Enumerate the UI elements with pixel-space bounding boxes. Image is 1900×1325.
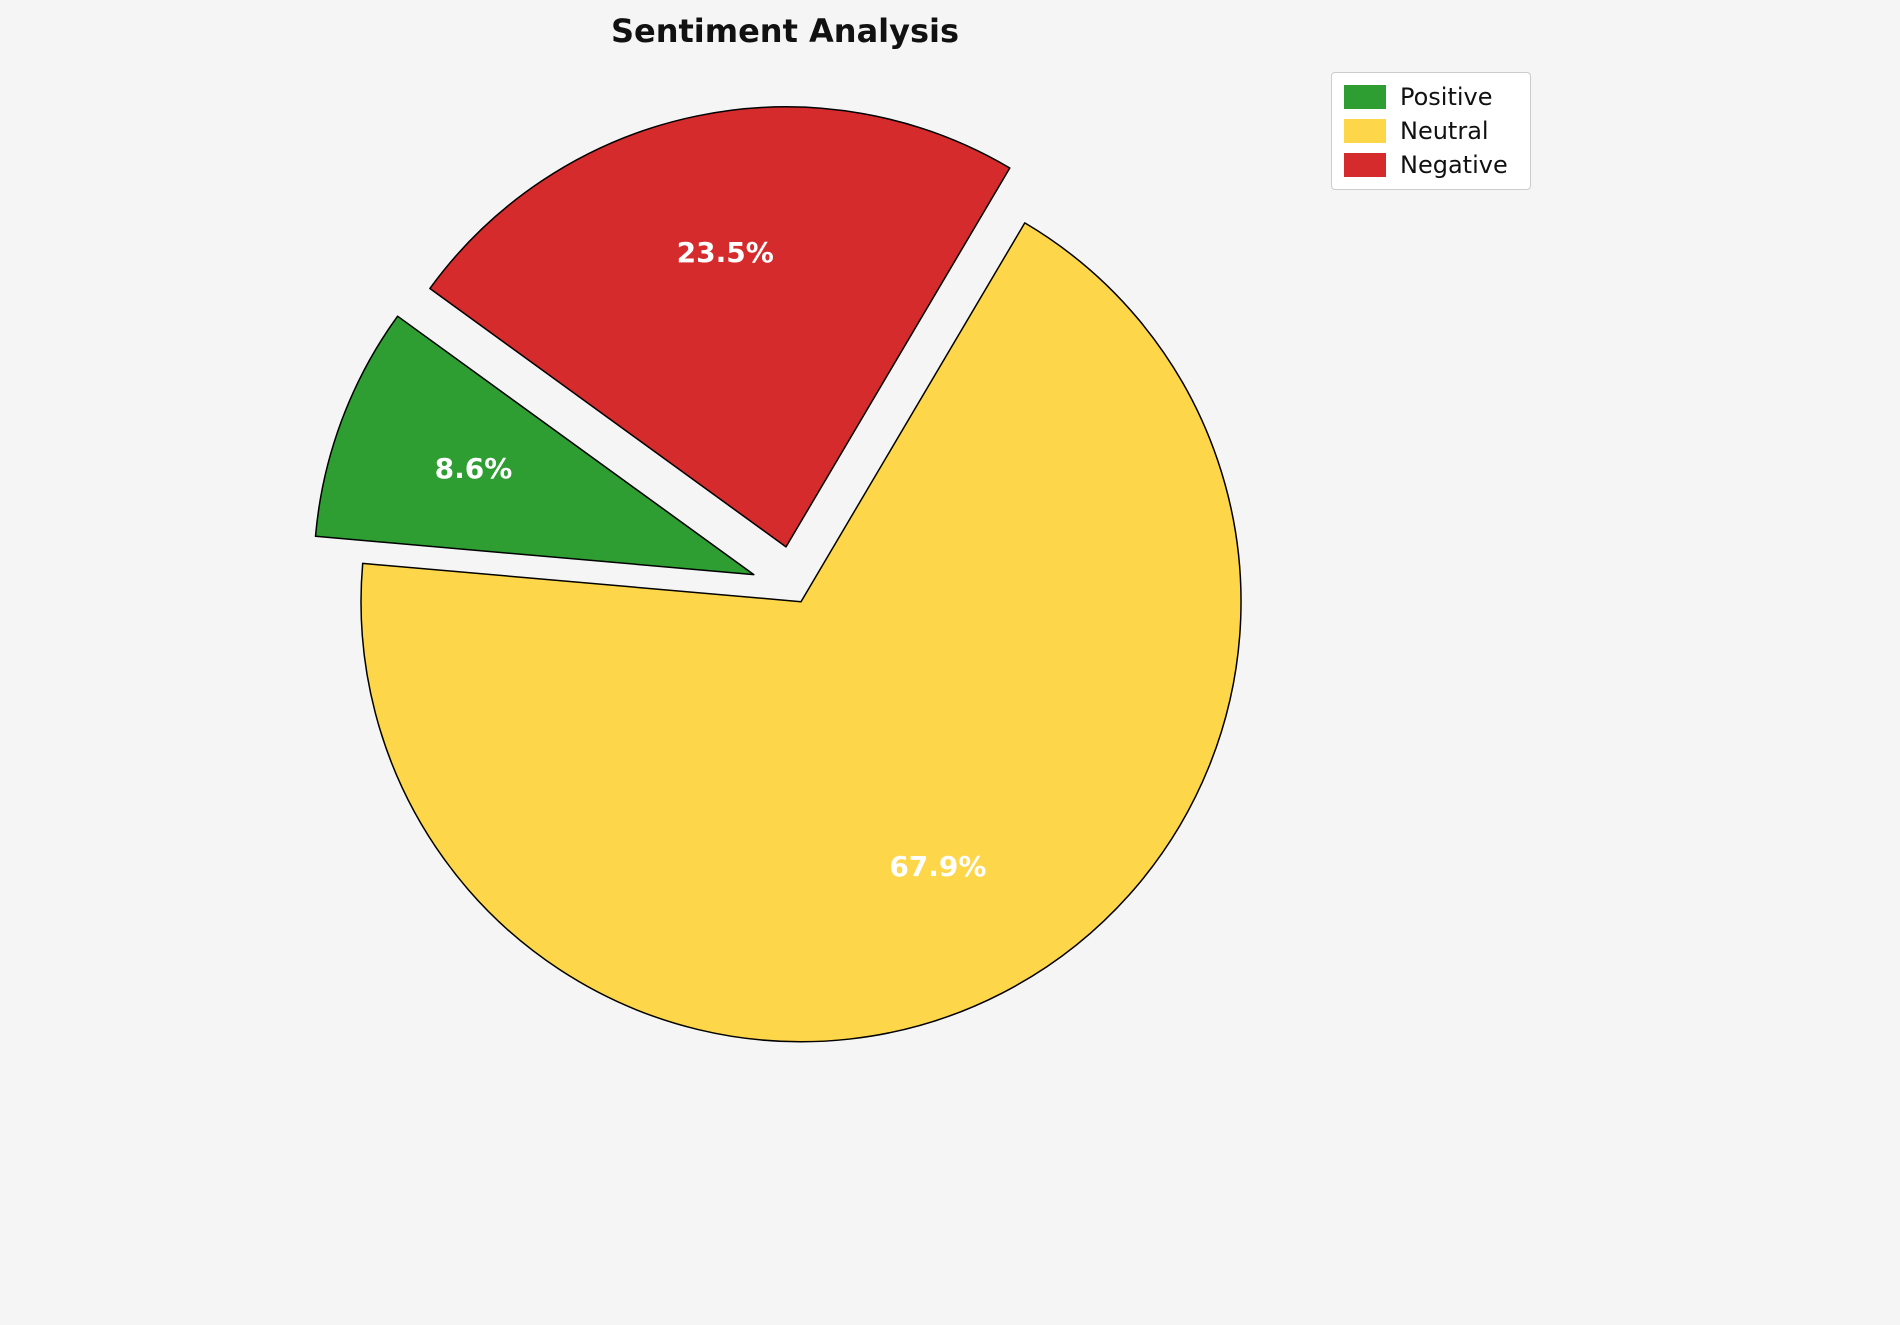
legend-swatch-positive — [1344, 85, 1386, 109]
legend-item-negative: Negative — [1344, 153, 1514, 177]
legend-label-negative: Negative — [1400, 151, 1508, 179]
legend: Positive Neutral Negative — [1331, 72, 1531, 190]
pie-slice-positive — [314, 315, 755, 576]
legend-item-positive: Positive — [1344, 85, 1514, 109]
legend-swatch-neutral — [1344, 119, 1386, 143]
legend-swatch-negative — [1344, 153, 1386, 177]
pct-label-positive: 8.6% — [435, 452, 513, 485]
legend-item-neutral: Neutral — [1344, 119, 1514, 143]
legend-label-positive: Positive — [1400, 83, 1493, 111]
pct-label-negative: 23.5% — [677, 236, 774, 269]
pie-slice-neutral — [360, 222, 1242, 1043]
pct-label-neutral: 67.9% — [889, 850, 986, 883]
pie-slice-negative — [429, 106, 1011, 548]
legend-label-neutral: Neutral — [1400, 117, 1489, 145]
chart-title: Sentiment Analysis — [610, 12, 960, 50]
